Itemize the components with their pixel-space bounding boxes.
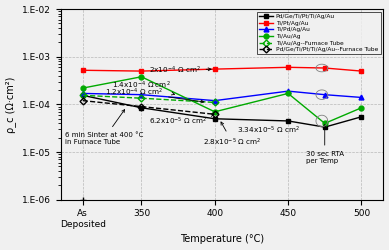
Pd/Ge/Ti/Pt/Ti/Ag/Au [212,117,217,120]
Ti/Au/Ag [286,92,291,95]
Ti/Pd/Ag/Au [139,93,144,96]
Text: 6 min Sinter at 400 °C
in Furnace Tube: 6 min Sinter at 400 °C in Furnace Tube [65,110,144,145]
Line: Ti/Au/Ag: Ti/Au/Ag [80,74,364,126]
Ti/Au/Ag [139,75,144,78]
X-axis label: Temperature (°C): Temperature (°C) [180,234,264,244]
Ti/Pd/Ag/Au [212,99,217,102]
Ti/Pt/Ag/Au [322,66,327,70]
Ti/Pd/Ag/Au [322,93,327,96]
Ti/Pt/Ag/Au [212,68,217,70]
Line: Pd/Ge/Ti/Pt/Ti/Ag/Au: Pd/Ge/Ti/Pt/Ti/Ag/Au [80,93,364,130]
Ti/Pd/Ag/Au [286,90,291,92]
Ti/Pd/Ag/Au [359,96,364,99]
Ti/Pt/Ag/Au [81,69,85,72]
Line: Ti/Pd/Ag/Au: Ti/Pd/Ag/Au [80,89,364,103]
Text: 3.34x10$^{-5}$ $\Omega$ cm$^2$: 3.34x10$^{-5}$ $\Omega$ cm$^2$ [237,121,300,136]
Ti/Au/Ag [322,122,327,125]
Pd/Ge/Ti/Pt/Ti/Ag/Au [322,126,327,128]
Line: Pd/Ge/Ti/Pt/Ti/Ag/Au--Furnace Tube: Pd/Ge/Ti/Pt/Ti/Ag/Au--Furnace Tube [80,98,217,117]
Line: Ti/Pt/Ag/Au: Ti/Pt/Ag/Au [80,65,364,74]
Y-axis label: ρ_c (Ω·cm²): ρ_c (Ω·cm²) [5,76,16,132]
Pd/Ge/Ti/Pt/Ti/Ag/Au [286,120,291,122]
Ti/Au/Ag [81,86,85,90]
Ti/Pt/Ag/Au [359,70,364,72]
Ti/Au/Ag [359,106,364,109]
Ti/Pd/Ag/Au [81,92,85,95]
Text: 2x10$^{-4}$ $\Omega$ cm$^2$: 2x10$^{-4}$ $\Omega$ cm$^2$ [149,64,211,76]
Ti/Au/Ag [212,110,217,113]
Text: 2.8x10$^{-5}$ $\Omega$ cm$^2$: 2.8x10$^{-5}$ $\Omega$ cm$^2$ [203,122,261,148]
Text: 6.2x10$^{-5}$ $\Omega$ cm$^2$: 6.2x10$^{-5}$ $\Omega$ cm$^2$ [149,114,214,127]
Pd/Ge/Ti/Pt/Ti/Ag/Au [359,115,364,118]
Text: 1.4x10$^{-4}$ $\Omega$ cm$^2$: 1.4x10$^{-4}$ $\Omega$ cm$^2$ [112,79,175,95]
Pd/Ge/Ti/Pt/Ti/Ag/Au [81,94,85,97]
Ti/Pt/Ag/Au [139,70,144,72]
Ti/Au/Ag--Furnace Tube [81,94,85,97]
Legend: Pd/Ge/Ti/Pt/Ti/Ag/Au, Ti/Pt/Ag/Au, Ti/Pd/Ag/Au, Ti/Au/Ag, Ti/Au/Ag--Furnace Tube: Pd/Ge/Ti/Pt/Ti/Ag/Au, Ti/Pt/Ag/Au, Ti/Pd… [257,12,380,54]
Ti/Pt/Ag/Au [286,66,291,69]
Text: 30 sec RTA
per Temp: 30 sec RTA per Temp [306,125,344,164]
Ti/Au/Ag--Furnace Tube [139,97,144,100]
Line: Ti/Au/Ag--Furnace Tube: Ti/Au/Ag--Furnace Tube [80,93,217,105]
Pd/Ge/Ti/Pt/Ti/Ag/Au--Furnace Tube [81,99,85,102]
Pd/Ge/Ti/Pt/Ti/Ag/Au--Furnace Tube [139,105,144,108]
Ti/Au/Ag--Furnace Tube [212,101,217,104]
Text: 1.2x10$^{-4}$ $\Omega$ cm$^2$: 1.2x10$^{-4}$ $\Omega$ cm$^2$ [105,86,204,103]
Pd/Ge/Ti/Pt/Ti/Ag/Au--Furnace Tube [212,113,217,116]
Pd/Ge/Ti/Pt/Ti/Ag/Au [139,106,144,109]
